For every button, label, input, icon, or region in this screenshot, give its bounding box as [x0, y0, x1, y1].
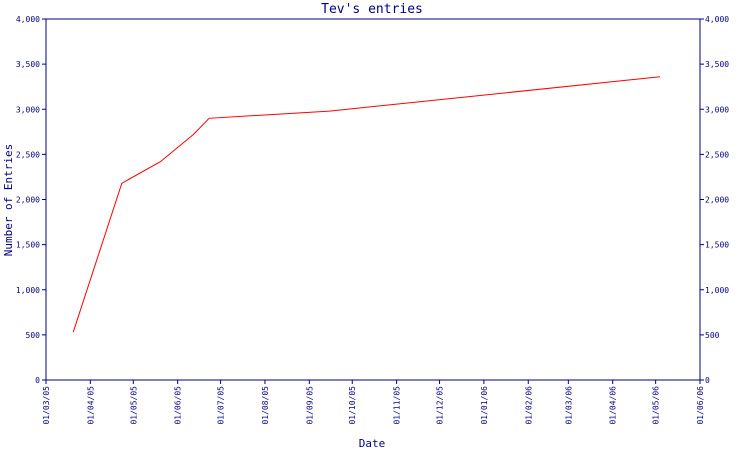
- x-tick-label: 01/09/05: [305, 386, 314, 425]
- x-tick-label: 01/04/05: [86, 386, 95, 425]
- x-tick-label: 01/06/06: [696, 386, 705, 425]
- y-tick-label-right: 3,500: [705, 60, 729, 69]
- y-tick-label-right: 1,000: [705, 286, 729, 295]
- series-line: [72, 76, 660, 333]
- y-tick-label-left: 1,500: [16, 241, 40, 250]
- y-tick-label-right: 2,000: [705, 196, 729, 205]
- y-axis-right: 0 500 1,000 1,500 2,000 2,500 3,000 3,500 4,000: [700, 15, 729, 385]
- chart-title: Tev's entries: [321, 2, 423, 17]
- x-tick-label: 01/05/05: [129, 386, 138, 425]
- x-tick-label: 01/04/06: [609, 386, 618, 425]
- x-tick-label: 01/01/06: [480, 386, 489, 425]
- y-tick-label-left: 500: [26, 331, 41, 340]
- y-tick-label-right: 2,500: [705, 150, 729, 159]
- y-axis-left: 0 500 1,000 1,500 2,000 2,500 3,000 3,500 4,000: [16, 15, 46, 385]
- y-tick-label-right: 3,000: [705, 105, 729, 114]
- x-tick-label: 01/06/05: [174, 386, 183, 425]
- x-axis-title: Date: [359, 437, 386, 450]
- y-tick-label-left: 0: [35, 376, 40, 385]
- series-layer: [72, 76, 660, 333]
- plot-frame: [45, 18, 701, 381]
- y-tick-label-left: 1,000: [16, 286, 40, 295]
- x-tick-label: 01/11/05: [393, 386, 402, 425]
- y-tick-label-left: 2,500: [16, 150, 40, 159]
- x-tick-label: 01/08/05: [261, 386, 270, 425]
- x-axis: 01/03/05 01/04/05 01/05/05 01/06/05 01/07/05…: [42, 380, 705, 425]
- y-tick-label-left: 3,000: [16, 105, 40, 114]
- y-tick-label-left: 4,000: [16, 15, 40, 24]
- x-tick-label: 01/05/06: [652, 386, 661, 425]
- y-axis-title: Number of Entries: [2, 144, 15, 257]
- x-tick-label: 01/10/05: [348, 386, 357, 425]
- y-tick-label-right: 0: [705, 376, 710, 385]
- y-tick-label-right: 500: [705, 331, 720, 340]
- y-tick-label-right: 4,000: [705, 15, 729, 24]
- x-tick-label: 01/03/06: [564, 386, 573, 425]
- x-tick-label: 01/02/06: [524, 386, 533, 425]
- x-tick-label: 01/12/05: [436, 386, 445, 425]
- x-tick-label: 01/07/05: [217, 386, 226, 425]
- x-tick-label: 01/03/05: [42, 386, 51, 425]
- y-tick-label-left: 3,500: [16, 60, 40, 69]
- y-tick-label-left: 2,000: [16, 196, 40, 205]
- y-tick-label-right: 1,500: [705, 241, 729, 250]
